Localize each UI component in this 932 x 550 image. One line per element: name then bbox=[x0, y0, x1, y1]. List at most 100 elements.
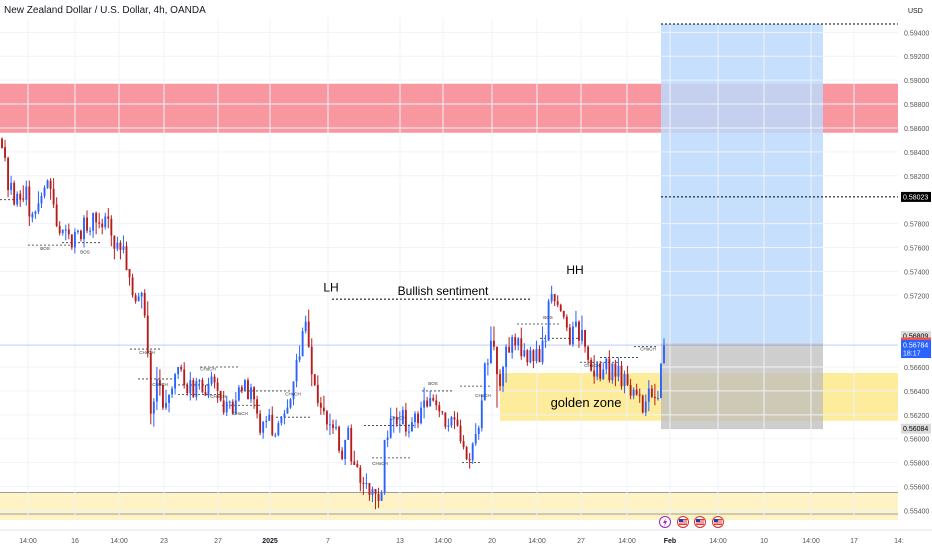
candle-body bbox=[125, 246, 128, 271]
candle-body bbox=[556, 301, 559, 305]
candle bbox=[92, 212, 95, 238]
candle bbox=[177, 367, 180, 379]
candle bbox=[496, 346, 498, 408]
candle bbox=[73, 228, 76, 254]
candle-body bbox=[237, 387, 240, 401]
time-tick-label: 13 bbox=[396, 538, 404, 545]
candle-body bbox=[259, 413, 262, 433]
price-tick-label: 0.58800 bbox=[904, 102, 929, 109]
candle-body bbox=[128, 269, 131, 278]
candle-body bbox=[660, 363, 662, 399]
candle-body bbox=[67, 229, 70, 235]
candle-body bbox=[80, 230, 82, 240]
candle-body bbox=[453, 417, 456, 420]
candle bbox=[356, 460, 359, 468]
candle bbox=[599, 361, 602, 382]
candle bbox=[544, 334, 547, 348]
structure-label: BOS bbox=[80, 249, 90, 254]
candle bbox=[611, 363, 614, 384]
candle-body bbox=[426, 400, 429, 407]
candle-body bbox=[523, 350, 526, 357]
price-axis: USD 0.59400 0.59200 0.59000 0.58800 0.58600 0.… bbox=[898, 0, 932, 550]
candle-body bbox=[468, 459, 471, 461]
candle bbox=[520, 327, 523, 360]
candle bbox=[602, 362, 605, 381]
candle bbox=[420, 401, 423, 425]
candle bbox=[183, 362, 186, 389]
candle-body bbox=[10, 182, 13, 191]
candle-body bbox=[37, 203, 40, 212]
candle-body bbox=[304, 321, 307, 332]
candle bbox=[562, 310, 565, 320]
candle bbox=[277, 420, 280, 437]
candle bbox=[307, 309, 310, 348]
candle-body bbox=[641, 395, 644, 413]
candle-body bbox=[116, 242, 119, 249]
candle bbox=[663, 338, 665, 364]
candle-body bbox=[58, 225, 61, 234]
candle-body bbox=[265, 420, 268, 422]
candle bbox=[386, 430, 389, 448]
candle-body bbox=[456, 419, 459, 426]
candle-body bbox=[256, 399, 259, 414]
event-markers[interactable] bbox=[659, 516, 724, 528]
time-tick-label: Feb bbox=[664, 538, 676, 545]
candle-body bbox=[553, 294, 556, 302]
us-flag-icon[interactable] bbox=[712, 516, 724, 528]
candle-body bbox=[508, 346, 511, 353]
candle bbox=[286, 399, 289, 414]
candle-body bbox=[92, 212, 95, 231]
candle bbox=[180, 364, 183, 372]
candle bbox=[568, 323, 571, 346]
candle bbox=[590, 357, 593, 372]
candle bbox=[256, 395, 259, 419]
candle-body bbox=[289, 399, 292, 408]
candle bbox=[486, 358, 489, 376]
candle-body bbox=[365, 482, 368, 485]
candle-body bbox=[429, 398, 432, 407]
candle bbox=[414, 411, 416, 428]
candle bbox=[292, 381, 295, 406]
candle-body bbox=[578, 321, 580, 341]
candle-body bbox=[395, 417, 398, 425]
candle-body bbox=[374, 488, 377, 494]
candle-body bbox=[517, 338, 520, 346]
price-tick-label: 0.56200 bbox=[904, 413, 929, 420]
candle bbox=[313, 374, 316, 387]
structure-label: CHoCH bbox=[200, 367, 216, 372]
candle bbox=[113, 235, 116, 260]
candle-body bbox=[462, 441, 465, 448]
candle-body bbox=[559, 304, 562, 311]
structure-label: CHoCH bbox=[210, 394, 226, 399]
candle bbox=[298, 345, 301, 363]
candle bbox=[517, 337, 520, 351]
candle bbox=[617, 357, 620, 382]
candle bbox=[149, 350, 152, 425]
candle bbox=[228, 400, 231, 409]
candle bbox=[332, 419, 334, 434]
candle bbox=[459, 419, 462, 444]
candle-body bbox=[271, 414, 274, 436]
price-tick-label: 0.58400 bbox=[904, 150, 929, 157]
candle bbox=[407, 424, 410, 438]
candle bbox=[383, 439, 386, 495]
us-flag-icon[interactable] bbox=[677, 516, 689, 528]
candle bbox=[283, 410, 286, 425]
candle bbox=[271, 406, 274, 437]
candle-body bbox=[380, 492, 383, 501]
candle-body bbox=[417, 413, 419, 424]
price-tick-label: 0.57600 bbox=[904, 245, 929, 252]
us-flag-icon[interactable] bbox=[694, 516, 706, 528]
candle bbox=[535, 340, 538, 364]
price-tag-countdown: 18:17 bbox=[903, 351, 921, 358]
price-tag-text: 0.58023 bbox=[903, 194, 928, 201]
candle bbox=[489, 326, 492, 364]
candle-body bbox=[119, 242, 122, 250]
candle bbox=[34, 210, 37, 219]
candle bbox=[301, 327, 304, 357]
candle-body bbox=[483, 363, 486, 401]
candle bbox=[289, 398, 292, 409]
lightning-icon[interactable] bbox=[659, 516, 671, 528]
time-tick-label: 14:00 bbox=[110, 538, 128, 545]
